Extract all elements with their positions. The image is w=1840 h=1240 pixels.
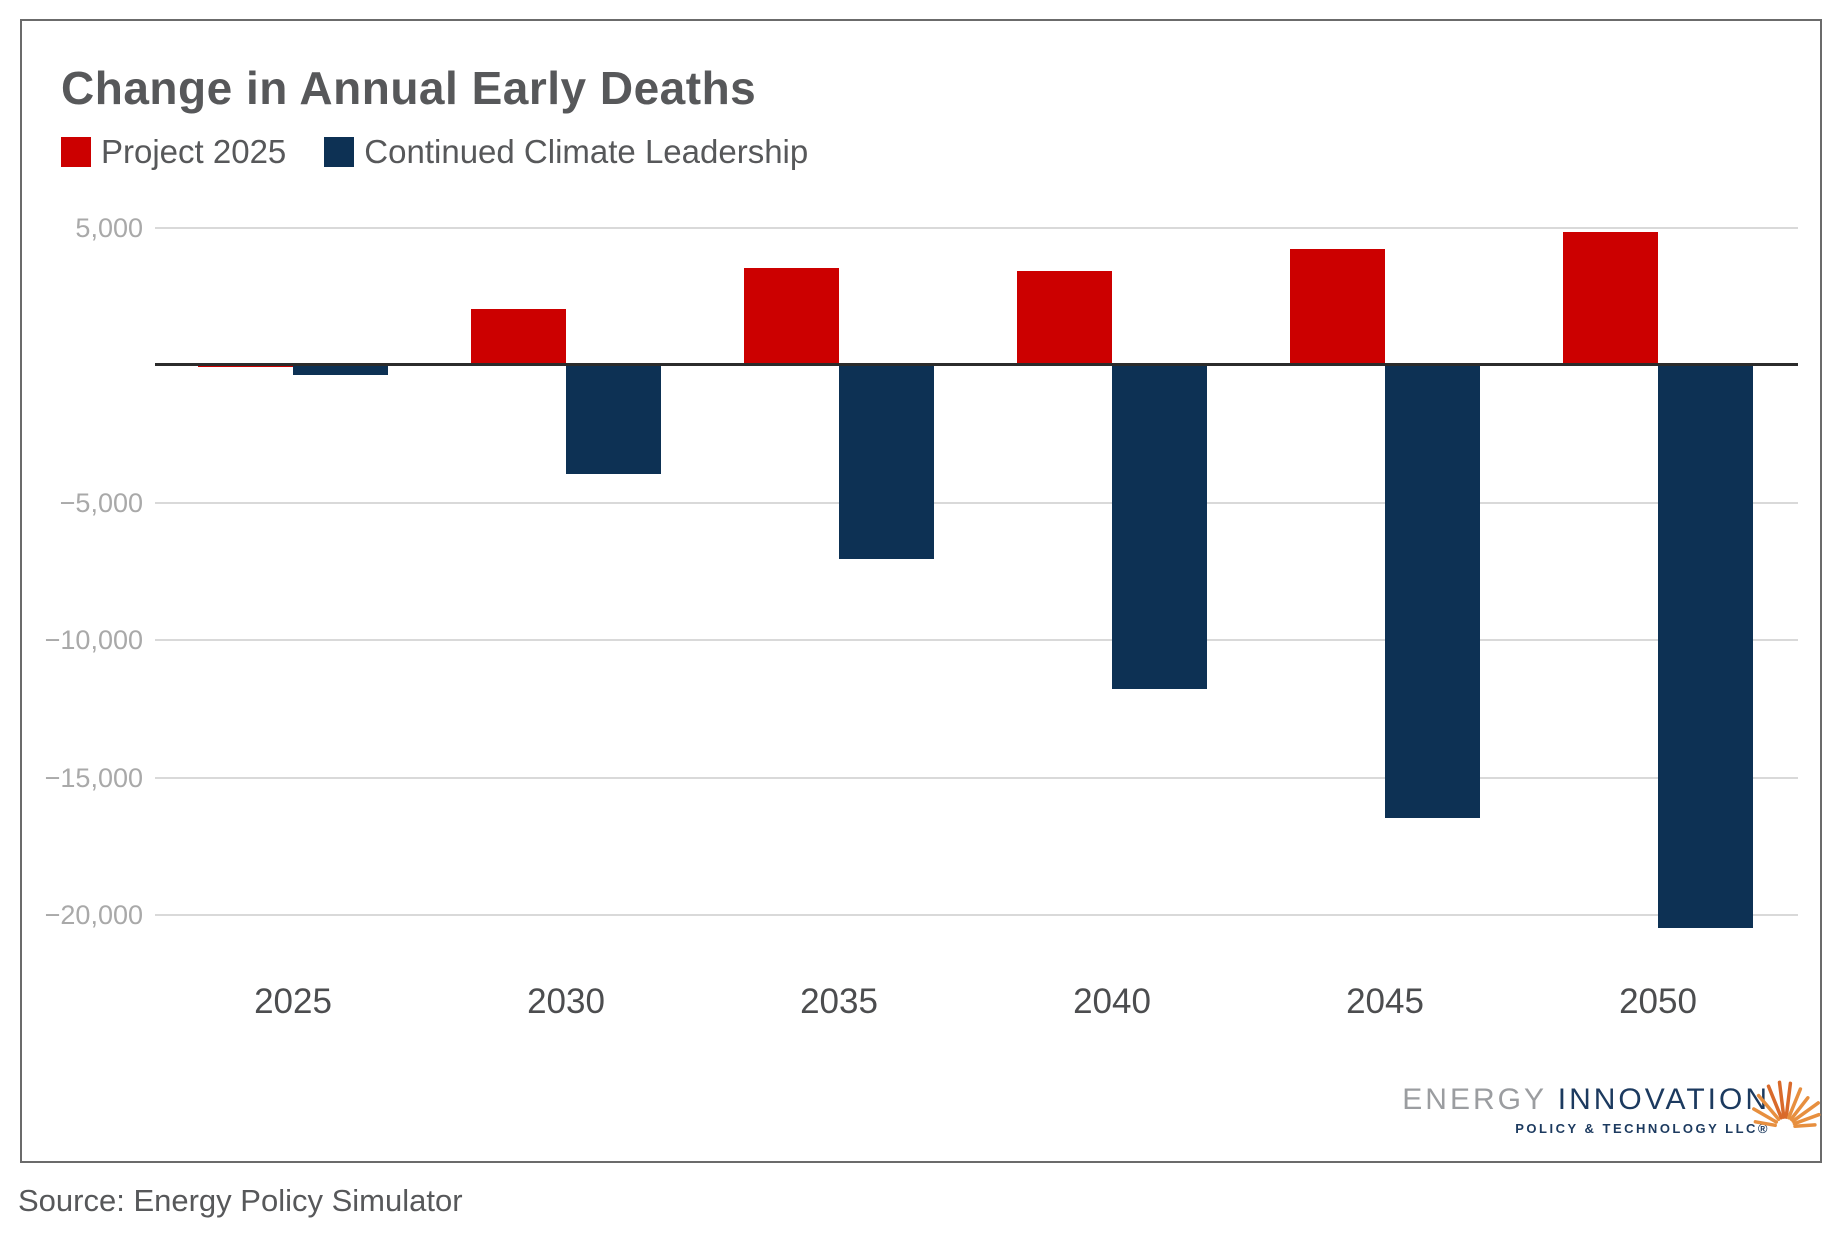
- gridline--15000: [155, 777, 1798, 779]
- legend-item-project-2025[interactable]: Project 2025: [61, 133, 286, 171]
- gridline--10000: [155, 639, 1798, 641]
- bar-continued-climate-leadership-2045[interactable]: [1385, 364, 1480, 818]
- bar-continued-climate-leadership-2035[interactable]: [839, 364, 934, 559]
- x-tick-label-2030: 2030: [527, 982, 605, 1021]
- chart-legend: Project 2025 Continued Climate Leadershi…: [61, 133, 808, 171]
- x-tick-label-2035: 2035: [800, 982, 878, 1021]
- y-tick-label: −20,000: [44, 900, 143, 930]
- bar-project-2025-2045[interactable]: [1290, 249, 1385, 365]
- gridline-5000: [155, 227, 1798, 229]
- y-tick-label: 5,000: [75, 213, 143, 243]
- logo-energy-text: ENERGY: [1402, 1083, 1558, 1116]
- legend-swatch-continued-climate-leadership: [324, 137, 355, 167]
- gridline--5000: [155, 502, 1798, 504]
- bar-project-2025-2040[interactable]: [1017, 271, 1112, 365]
- legend-label-continued-climate-leadership: Continued Climate Leadership: [364, 133, 809, 170]
- y-tick-label: −15,000: [44, 763, 143, 793]
- legend-item-continued-climate-leadership[interactable]: Continued Climate Leadership: [324, 133, 808, 171]
- bar-continued-climate-leadership-2040[interactable]: [1112, 364, 1207, 689]
- x-tick-label-2025: 2025: [254, 982, 332, 1021]
- bar-continued-climate-leadership-2030[interactable]: [566, 364, 661, 474]
- bar-project-2025-2050[interactable]: [1563, 232, 1658, 364]
- bar-project-2025-2035[interactable]: [744, 268, 839, 364]
- legend-label-project-2025: Project 2025: [101, 133, 287, 170]
- logo-wordmark: ENERGY INNOVATION: [1380, 1083, 1770, 1117]
- logo-innovation-text: INNOVATION: [1557, 1083, 1770, 1116]
- sunburst-icon: [1752, 1080, 1821, 1129]
- legend-swatch-project-2025: [61, 137, 91, 167]
- x-tick-label-2045: 2045: [1346, 982, 1424, 1021]
- y-tick-label: −10,000: [44, 625, 143, 655]
- y-tick-label: −5,000: [59, 488, 143, 518]
- bar-continued-climate-leadership-2025[interactable]: [293, 364, 388, 375]
- bar-project-2025-2030[interactable]: [471, 309, 566, 364]
- chart-title: Change in Annual Early Deaths: [61, 62, 757, 114]
- chart-card: Change in Annual Early Deaths Project 20…: [20, 19, 1822, 1163]
- x-tick-label-2040: 2040: [1073, 982, 1151, 1021]
- zero-axis-line: [155, 363, 1798, 366]
- gridline--20000: [155, 914, 1798, 916]
- logo-subtitle: POLICY & TECHNOLOGY LLC®: [1515, 1121, 1770, 1136]
- bar-continued-climate-leadership-2050[interactable]: [1658, 364, 1753, 928]
- source-caption: Source: Energy Policy Simulator: [18, 1183, 463, 1218]
- x-tick-label-2050: 2050: [1619, 982, 1697, 1021]
